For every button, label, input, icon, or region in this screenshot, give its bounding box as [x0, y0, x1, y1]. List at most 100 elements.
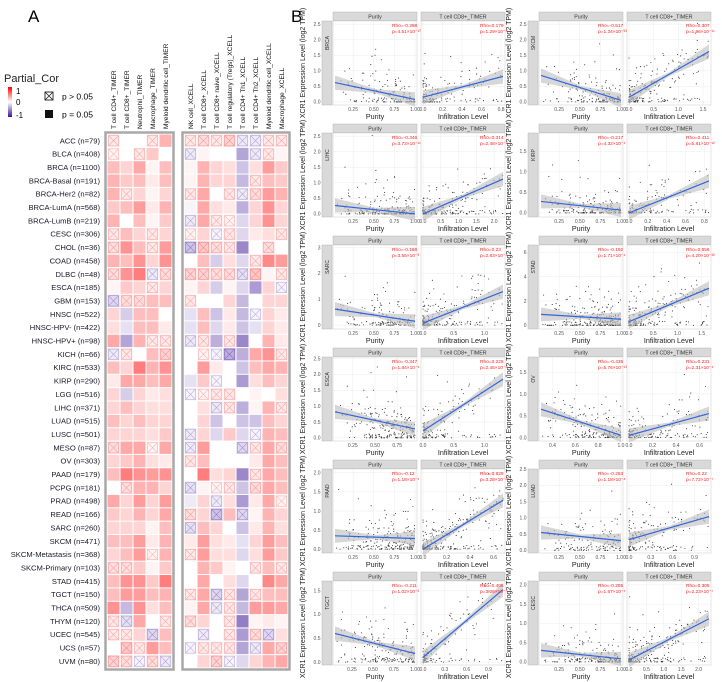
data-point: [471, 197, 473, 200]
heatmap-cell: [146, 601, 159, 615]
data-point: [650, 91, 652, 93]
x-axis-label: Purity: [572, 224, 591, 233]
data-point: [658, 317, 660, 319]
data-point: [630, 291, 632, 293]
data-point: [648, 300, 650, 302]
data-point: [686, 434, 689, 436]
data-point: [422, 83, 424, 85]
cancer-label: ESCA: [325, 372, 331, 386]
column-label: T cell CD8+ naive_XCELL: [214, 52, 221, 129]
data-point: [399, 195, 401, 197]
data-point: [402, 437, 404, 439]
heatmap-cell: [262, 201, 275, 214]
data-point: [380, 436, 382, 438]
data-point: [447, 323, 449, 325]
data-point: [373, 213, 375, 215]
heatmap-cell: [275, 521, 288, 534]
data-point: [608, 531, 611, 533]
data-point: [348, 68, 350, 70]
heatmap-cell: [249, 281, 262, 294]
data-point: [639, 546, 641, 548]
data-point: [432, 436, 434, 438]
data-point: [394, 85, 397, 87]
heatmap-cell: [197, 214, 210, 227]
heatmap-cell: [120, 241, 133, 254]
x-tick-label: 1.0: [481, 443, 488, 449]
facet-title: Purity: [368, 462, 382, 468]
data-point: [551, 209, 553, 211]
heatmap-cell: [249, 334, 262, 348]
data-point: [682, 98, 684, 100]
data-point: [634, 86, 636, 88]
data-point: [380, 309, 382, 311]
data-point: [581, 539, 583, 541]
data-point: [575, 285, 577, 287]
x-tick-label: 1.00: [410, 331, 420, 337]
data-point: [483, 275, 485, 277]
data-point: [476, 98, 478, 100]
cancer-label: SARC: [325, 260, 331, 274]
data-point: [551, 324, 553, 326]
data-point: [587, 201, 589, 203]
data-point: [371, 427, 373, 429]
data-point: [673, 97, 675, 99]
data-point: [645, 548, 647, 550]
data-point: [371, 324, 373, 326]
heatmap-cell: [223, 655, 236, 668]
data-point: [469, 78, 471, 80]
data-point: [457, 519, 460, 522]
data-point: [585, 322, 587, 324]
data-point: [591, 414, 593, 416]
data-point: [499, 60, 501, 62]
facet-title: T cell CD8+_TIMER: [645, 350, 692, 356]
heatmap-cell: [133, 388, 146, 401]
data-point: [616, 523, 618, 525]
rho-value: Rho=-0.192: [598, 247, 624, 253]
data-point: [380, 544, 382, 546]
data-point: [360, 548, 363, 550]
data-point: [428, 185, 430, 187]
data-point: [641, 99, 643, 101]
data-point: [427, 437, 429, 439]
facet-header: [626, 123, 712, 133]
heatmap-cell: [197, 601, 210, 615]
data-point: [643, 101, 645, 103]
data-point: [488, 210, 491, 212]
nonsig-cross-icon: [224, 388, 235, 400]
data-point: [577, 414, 579, 416]
data-point: [564, 323, 566, 325]
data-point: [358, 196, 360, 198]
heatmap-cell: [236, 575, 249, 588]
data-point: [559, 436, 561, 438]
data-point: [394, 547, 396, 549]
data-point: [409, 419, 411, 421]
x-tick-label: 0.9: [691, 555, 698, 561]
heatmap-cell: [236, 388, 249, 401]
y-tick-label: 0.5: [520, 190, 527, 196]
heatmap-cell: [184, 134, 197, 147]
data-point: [646, 190, 649, 192]
data-point: [640, 73, 642, 75]
data-point: [650, 75, 652, 77]
data-point: [629, 202, 631, 204]
heatmap-cell: [210, 308, 223, 321]
data-point: [576, 210, 578, 212]
data-point: [365, 434, 367, 436]
data-point: [642, 514, 644, 516]
data-point: [632, 523, 635, 525]
data-point: [485, 520, 487, 522]
nonsig-cross-icon: [198, 335, 209, 347]
data-point: [571, 305, 573, 307]
data-point: [552, 434, 554, 436]
heatmap-cell: [223, 361, 236, 374]
data-point: [500, 528, 502, 530]
heatmap-cell: [107, 254, 120, 267]
heatmap-cell: [107, 227, 120, 241]
data-point: [641, 101, 644, 103]
heatmap-cell: [120, 281, 133, 294]
data-point: [336, 547, 338, 549]
data-point: [573, 72, 575, 74]
data-point: [645, 520, 647, 522]
data-point: [698, 262, 700, 264]
